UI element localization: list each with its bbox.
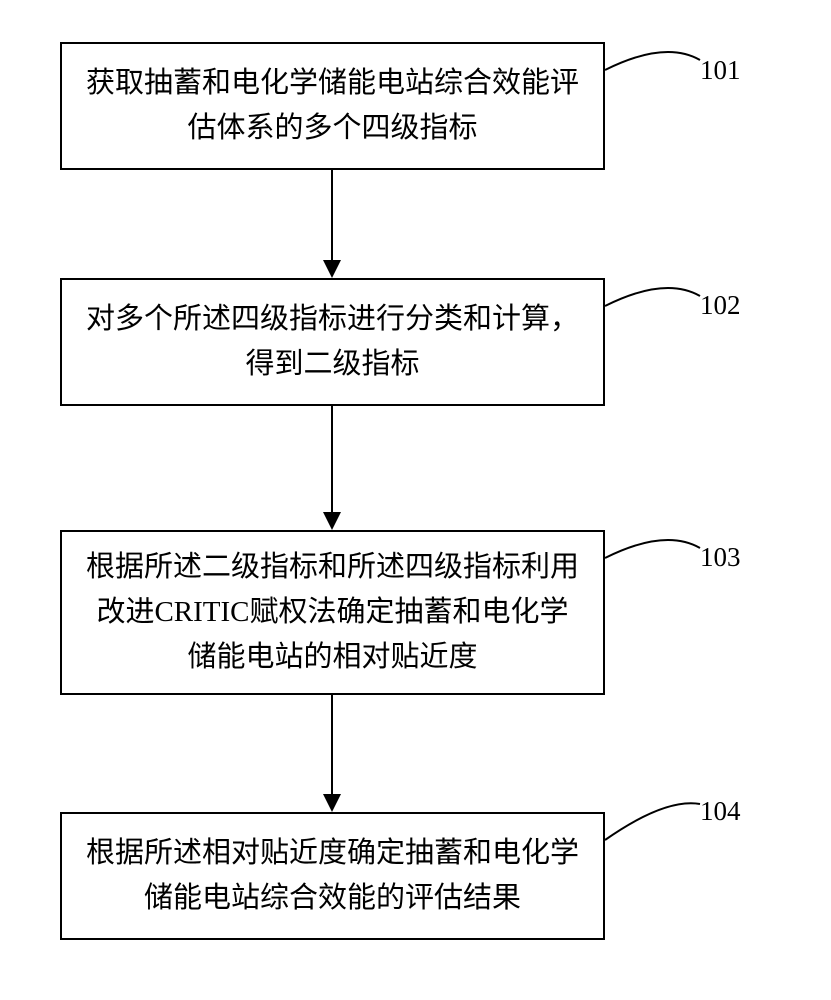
flowchart-box-step2: 对多个所述四级指标进行分类和计算，得到二级指标 (60, 278, 605, 406)
arrow-head-icon (323, 512, 341, 530)
step-label-3: 103 (700, 542, 741, 573)
arrow-line (331, 170, 333, 262)
flowchart-box-step1: 获取抽蓄和电化学储能电站综合效能评估体系的多个四级指标 (60, 42, 605, 170)
connector-path-2 (605, 288, 700, 306)
arrow-line (331, 406, 333, 514)
flowchart-box-step3: 根据所述二级指标和所述四级指标利用改进CRITIC赋权法确定抽蓄和电化学储能电站… (60, 530, 605, 695)
step-label-1: 101 (700, 55, 741, 86)
box-text: 根据所述二级指标和所述四级指标利用改进CRITIC赋权法确定抽蓄和电化学储能电站… (82, 545, 583, 680)
box-text: 获取抽蓄和电化学储能电站综合效能评估体系的多个四级指标 (82, 61, 583, 151)
arrow-head-icon (323, 260, 341, 278)
box-text: 根据所述相对贴近度确定抽蓄和电化学储能电站综合效能的评估结果 (82, 831, 583, 921)
step-label-4: 104 (700, 796, 741, 827)
arrow-line (331, 695, 333, 796)
box-text: 对多个所述四级指标进行分类和计算，得到二级指标 (82, 297, 583, 387)
connector-path-1 (605, 52, 700, 70)
connector-path-4 (605, 803, 700, 840)
step-label-2: 102 (700, 290, 741, 321)
connector-path-3 (605, 540, 700, 558)
arrow-head-icon (323, 794, 341, 812)
flowchart-canvas: 获取抽蓄和电化学储能电站综合效能评估体系的多个四级指标 101 对多个所述四级指… (0, 0, 831, 1000)
flowchart-box-step4: 根据所述相对贴近度确定抽蓄和电化学储能电站综合效能的评估结果 (60, 812, 605, 940)
